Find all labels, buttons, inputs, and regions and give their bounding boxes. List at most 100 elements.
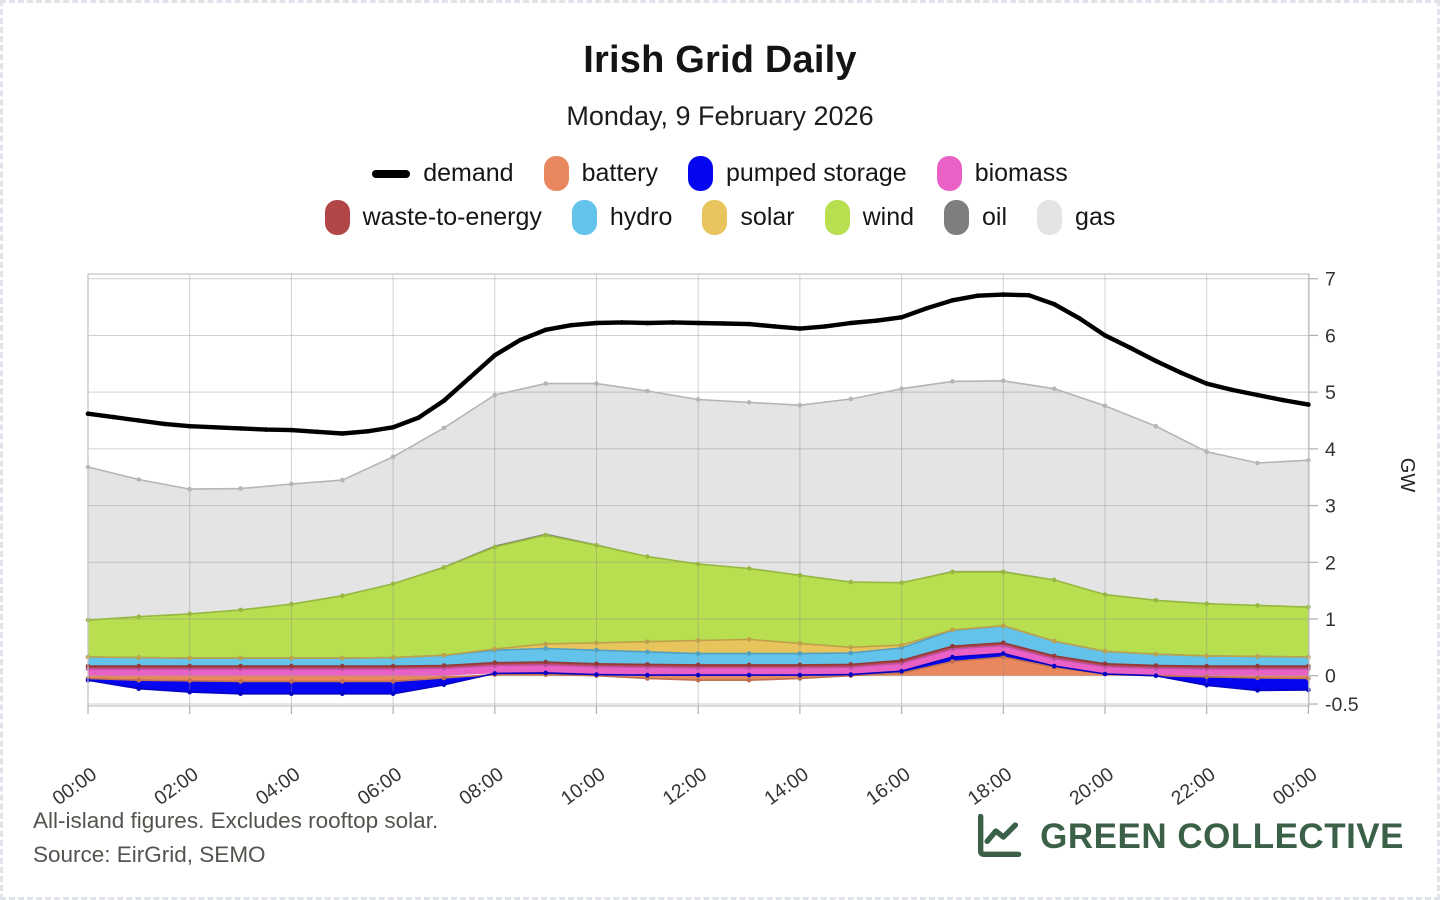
demand-marker [1077, 316, 1082, 321]
x-tick-label: 04:00 [252, 763, 305, 810]
marker-wind [1255, 603, 1260, 608]
marker-waste-to-energy [289, 663, 294, 669]
marker-solar [1204, 653, 1209, 659]
marker-pumped-storage [950, 654, 955, 660]
demand-marker [1280, 397, 1286, 403]
y-tick-label: -0.5 [1325, 694, 1359, 716]
legend-item-solar: solar [702, 200, 795, 235]
marker-solar [594, 640, 599, 646]
marker-waste-to-energy [1255, 663, 1260, 669]
marker-solar [1001, 623, 1006, 629]
demand-marker [619, 320, 625, 325]
marker-hydro [746, 651, 752, 656]
marker-wind [441, 565, 447, 570]
chart-subtitle: Monday, 9 February 2026 [566, 101, 874, 131]
legend-swatch-biomass [936, 156, 962, 191]
marker-gas [746, 400, 752, 405]
x-tick-label: 00:00 [49, 763, 102, 810]
marker-pumped-storage [543, 670, 548, 676]
y-tick-label: 3 [1325, 496, 1336, 518]
demand-marker [899, 315, 904, 320]
marker-gas [340, 477, 345, 483]
demand-marker [772, 324, 777, 329]
marker-wind [136, 614, 142, 619]
marker-gas [1051, 386, 1057, 392]
marker-gas [1102, 403, 1108, 409]
demand-marker [238, 426, 243, 431]
legend-row-1: demand battery pumped storage biomass [372, 156, 1068, 191]
marker-pumped-storage [187, 689, 192, 695]
marker-waste-to-energy [797, 662, 803, 668]
marker-waste-to-energy [1153, 663, 1159, 668]
marker-pumped-storage [1255, 688, 1260, 693]
marker-gas [1001, 378, 1006, 384]
marker-waste-to-energy [695, 662, 701, 668]
area-pumped-storage [88, 653, 1309, 694]
marker-pumped-storage [390, 691, 396, 697]
marker-solar [543, 641, 548, 647]
area-hydro [88, 625, 1309, 667]
legend-item-biomass: biomass [936, 156, 1068, 191]
marker-solar [1255, 654, 1260, 659]
marker-battery [238, 679, 243, 684]
demand-marker [950, 298, 955, 303]
marker-battery [340, 679, 345, 684]
marker-solar [441, 653, 447, 658]
legend-swatch-solar [702, 200, 728, 235]
x-tick-label: 08:00 [455, 763, 508, 810]
marker-pumped-storage [695, 672, 701, 678]
legend-swatch-hydro [571, 200, 597, 235]
demand-marker [645, 320, 650, 326]
x-tick-label: 20:00 [1066, 763, 1119, 810]
marker-gas [390, 454, 396, 460]
demand-marker [797, 326, 803, 331]
area-gas [88, 380, 1309, 621]
marker-waste-to-energy [390, 663, 396, 669]
marker-waste-to-energy [187, 663, 192, 669]
y-axis: 7 6 5 4 3 2 1 0 -0.5 GW [1309, 269, 1418, 716]
marker-gas [899, 386, 904, 392]
marker-waste-to-energy [492, 660, 498, 665]
marker-waste-to-energy [594, 661, 599, 667]
x-tick-label: 00:00 [1269, 763, 1322, 810]
demand-marker [1204, 381, 1209, 386]
marker-pumped-storage [594, 672, 599, 677]
legend-item-demand: demand [372, 159, 514, 188]
legend-label-battery: battery [581, 159, 658, 187]
legend-item-pumped-storage: pumped storage [688, 156, 907, 191]
marker-waste-to-energy [1306, 663, 1311, 669]
marker-waste-to-energy [645, 662, 650, 667]
x-tick-label: 14:00 [760, 763, 813, 810]
marker-waste-to-energy [899, 658, 904, 663]
demand-line-group [85, 292, 1311, 436]
marker-gas [950, 379, 955, 384]
x-tick-label: 10:00 [557, 763, 610, 810]
marker-wind [1153, 598, 1159, 603]
demand-marker [263, 427, 269, 432]
marker-gas [136, 477, 142, 482]
demand-marker [746, 321, 752, 327]
marker-solar [950, 627, 955, 633]
marker-pumped-storage [746, 672, 752, 678]
demand-marker [873, 318, 879, 324]
x-axis: 00:00 02:00 04:00 06:00 08:00 10:00 12:00 14:00… [49, 706, 1322, 810]
marker-solar [1306, 654, 1311, 660]
marker-gas [695, 397, 701, 402]
marker-battery [441, 675, 447, 681]
marker-pumped-storage [1102, 671, 1108, 677]
x-tick-label: 06:00 [354, 763, 407, 810]
demand-marker [136, 418, 142, 423]
marker-battery [746, 677, 752, 683]
marker-gas [645, 388, 650, 394]
marker-wind [797, 573, 803, 578]
marker-pumped-storage [1051, 663, 1057, 669]
marker-gas [187, 486, 192, 492]
marker-hydro [797, 651, 803, 656]
marker-battery [1306, 676, 1311, 681]
demand-marker [1306, 402, 1311, 407]
marker-waste-to-energy [441, 663, 447, 668]
demand-marker [594, 320, 599, 326]
marker-solar [238, 655, 243, 661]
marker-pumped-storage [1153, 673, 1159, 678]
demand-marker [517, 337, 523, 343]
